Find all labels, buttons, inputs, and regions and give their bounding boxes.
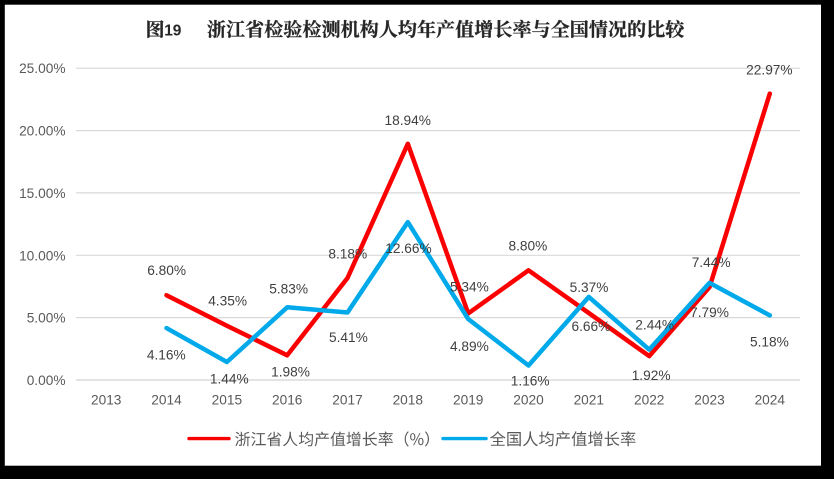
svg-text:7.44%: 7.44%	[692, 255, 731, 270]
svg-text:1.44%: 1.44%	[210, 371, 249, 386]
svg-text:5.83%: 5.83%	[269, 282, 308, 297]
svg-text:5.41%: 5.41%	[329, 330, 368, 345]
svg-text:1.92%: 1.92%	[632, 368, 671, 383]
svg-text:19: 19	[164, 23, 182, 40]
svg-text:2013: 2013	[91, 393, 122, 408]
svg-text:5.37%: 5.37%	[570, 280, 609, 295]
svg-text:15.00%: 15.00%	[19, 186, 65, 201]
svg-text:2022: 2022	[634, 393, 664, 408]
svg-text:1.16%: 1.16%	[511, 374, 550, 389]
svg-text:2024: 2024	[755, 393, 786, 408]
svg-text:2019: 2019	[453, 393, 483, 408]
svg-text:2.44%: 2.44%	[635, 317, 674, 332]
svg-text:25.00%: 25.00%	[19, 61, 65, 76]
svg-text:2017: 2017	[332, 393, 362, 408]
svg-text:2023: 2023	[694, 393, 725, 408]
svg-text:2020: 2020	[513, 393, 544, 408]
svg-text:5.18%: 5.18%	[750, 335, 789, 350]
svg-text:18.94%: 18.94%	[384, 113, 430, 128]
svg-text:4.16%: 4.16%	[147, 348, 186, 363]
svg-text:0.00%: 0.00%	[27, 373, 66, 388]
svg-text:6.80%: 6.80%	[147, 263, 186, 278]
svg-text:12.66%: 12.66%	[385, 241, 431, 256]
svg-text:6.66%: 6.66%	[571, 319, 610, 334]
svg-text:8.80%: 8.80%	[508, 238, 547, 253]
svg-text:2014: 2014	[151, 393, 182, 408]
svg-text:2021: 2021	[574, 393, 604, 408]
svg-text:8.18%: 8.18%	[328, 247, 367, 262]
svg-text:4.35%: 4.35%	[208, 293, 247, 308]
svg-text:20.00%: 20.00%	[19, 124, 65, 139]
svg-text:2016: 2016	[272, 393, 303, 408]
svg-text:4.89%: 4.89%	[450, 339, 489, 354]
svg-text:5.34%: 5.34%	[450, 280, 489, 295]
svg-text:1.98%: 1.98%	[271, 364, 310, 379]
svg-text:7.79%: 7.79%	[690, 305, 729, 320]
svg-text:10.00%: 10.00%	[19, 248, 65, 263]
svg-text:5.00%: 5.00%	[27, 311, 66, 326]
svg-text:2018: 2018	[393, 393, 424, 408]
svg-text:22.97%: 22.97%	[746, 62, 792, 77]
svg-text:2015: 2015	[212, 393, 243, 408]
